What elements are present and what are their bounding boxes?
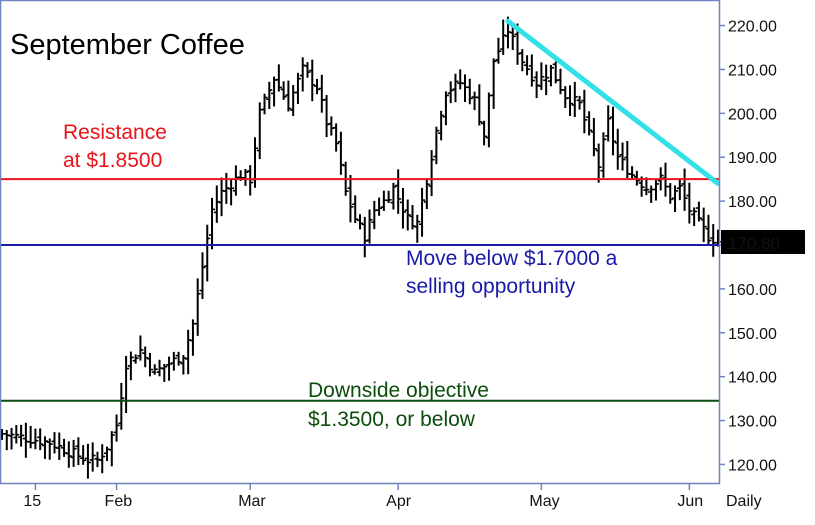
y-tick-label: 190.00	[728, 150, 777, 167]
plot-frame	[0, 0, 721, 485]
sell-annotation-line1: Move below $1.7000 a	[406, 247, 618, 270]
last-price-badge	[721, 230, 805, 254]
y-tick-label: 160.00	[728, 282, 777, 299]
y-tick-label: 130.00	[728, 414, 777, 431]
level-lines	[0, 178, 720, 402]
x-tick-label: Feb	[105, 493, 133, 510]
y-tick-label: 180.00	[728, 194, 777, 211]
downtrend-line	[505, 18, 721, 187]
y-tick-label: 150.00	[728, 326, 777, 343]
objective-annotation-line2: $1.3500, or below	[308, 408, 476, 431]
y-tick-label: 140.00	[728, 370, 777, 387]
resistance-annotation-line2: at $1.8500	[63, 149, 162, 172]
y-tick-label: 210.00	[728, 62, 777, 79]
x-tick-label: May	[529, 493, 559, 510]
x-tick-label: Apr	[386, 493, 412, 510]
x-tick-label: 15	[23, 493, 41, 510]
period-label: Daily	[726, 493, 762, 510]
x-axis: 15 Feb Mar Apr May Jun	[23, 484, 703, 510]
x-tick-label: Jun	[677, 493, 703, 510]
y-tick-label: 200.00	[728, 106, 777, 123]
x-tick-label: Mar	[238, 493, 266, 510]
trendline-group	[505, 18, 721, 187]
y-axis: 120.00130.00140.00150.00160.00170.00180.…	[720, 19, 777, 474]
last-price-label: 170.80	[728, 234, 780, 253]
chart-title: September Coffee	[10, 29, 245, 61]
y-tick-label: 120.00	[728, 457, 777, 474]
y-tick-label: 220.00	[728, 19, 777, 36]
objective-annotation-line1: Downside objective	[308, 379, 489, 402]
price-bars	[0, 16, 721, 479]
sell-annotation-line2: selling opportunity	[406, 275, 576, 298]
plot-area	[0, 0, 720, 484]
resistance-annotation-line1: Resistance	[63, 121, 167, 144]
